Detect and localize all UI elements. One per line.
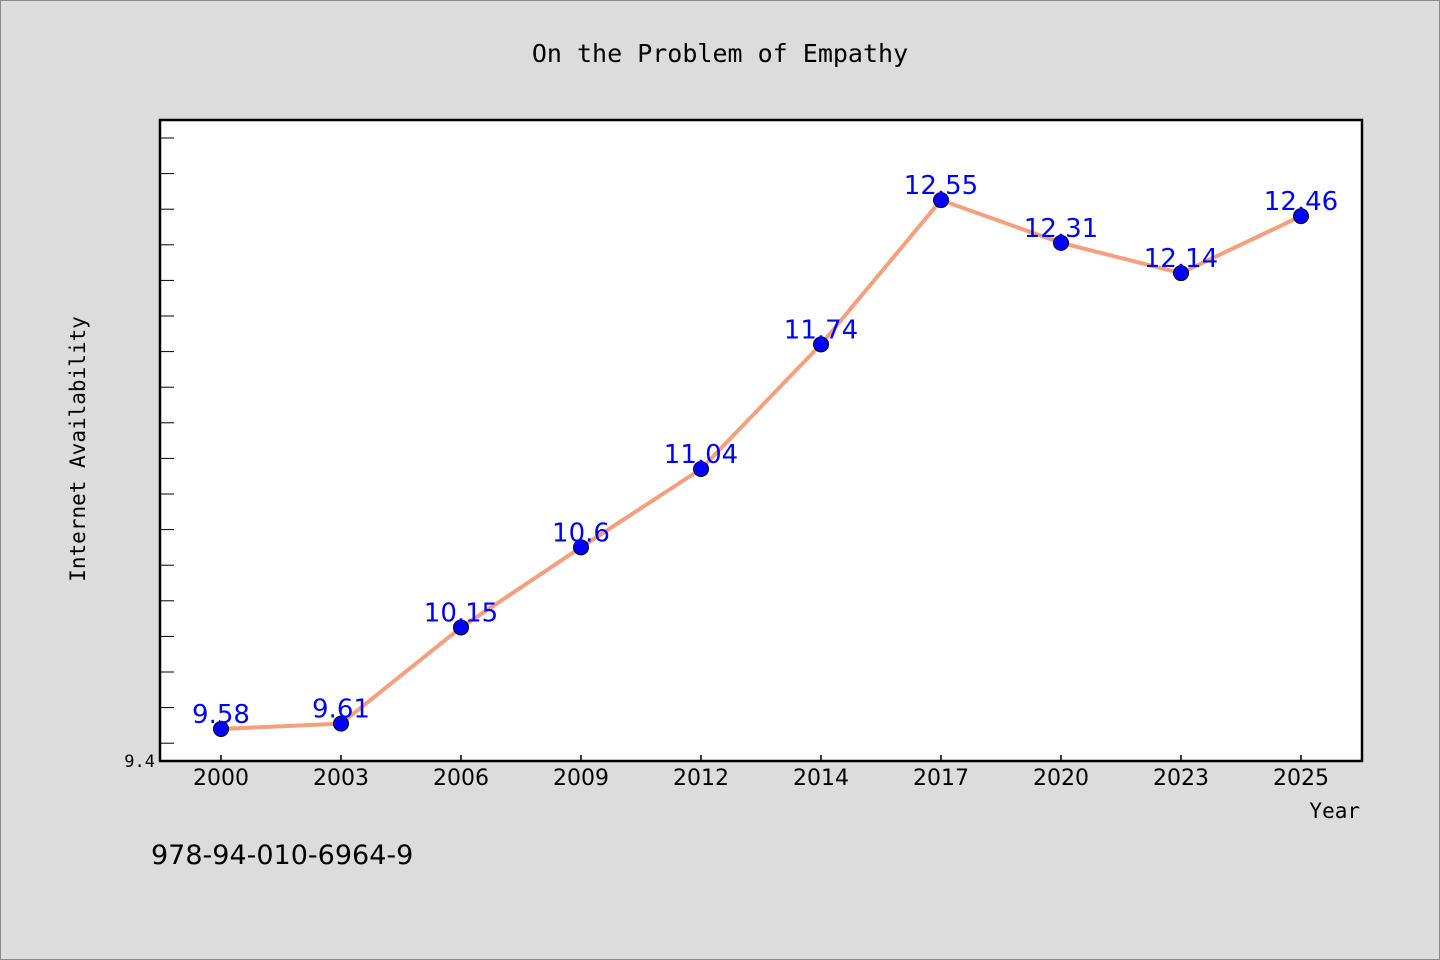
plot-area: [158, 118, 1364, 763]
data-label: 11.04: [664, 440, 738, 470]
x-tick-label: 2020: [1033, 766, 1089, 791]
series-line: [219, 198, 1303, 731]
data-label: 9.61: [312, 695, 370, 725]
x-tick-label: 2003: [313, 766, 369, 791]
x-tick-label: 2006: [433, 766, 489, 791]
data-label: 10.15: [424, 598, 498, 628]
x-axis-ticks: [220, 755, 1302, 761]
data-label: 10.6: [552, 518, 610, 548]
x-tick-label: 2009: [553, 766, 609, 791]
x-tick-label: 2025: [1273, 766, 1329, 791]
data-point: [933, 192, 949, 209]
isbn-text: 978-94-010-6964-9: [151, 840, 413, 871]
data-point: [1053, 234, 1069, 251]
data-point: [453, 619, 469, 636]
y-axis-label: Internet Availability: [66, 316, 90, 582]
x-tick-label: 2017: [913, 766, 969, 791]
data-label: 11.74: [784, 315, 858, 345]
data-point: [573, 539, 589, 556]
data-point: [333, 715, 349, 732]
x-axis-label: Year: [1309, 799, 1360, 823]
data-point: [813, 336, 829, 353]
x-tick-label: 2012: [673, 766, 729, 791]
data-label: 12.31: [1024, 214, 1098, 244]
y-tick-label: 9.4: [124, 752, 155, 772]
x-tick-label: 2014: [793, 766, 849, 791]
x-tick-label: 2023: [1153, 766, 1209, 791]
data-point: [1173, 265, 1189, 282]
data-label: 12.55: [904, 171, 978, 201]
data-point: [213, 720, 229, 737]
x-tick-label: 2000: [193, 766, 249, 791]
y-axis-minor-ticks: [160, 137, 174, 744]
data-point: [1293, 208, 1309, 225]
series-markers: [213, 192, 1309, 737]
data-point: [693, 460, 709, 477]
data-label: 9.58: [192, 700, 250, 730]
chart-title: On the Problem of Empathy: [532, 39, 908, 68]
data-label: 12.46: [1264, 187, 1338, 217]
x-tick-labels: 2000 2003 2006 2009 2012 2014 2017 2020 2023 2025: [193, 766, 1329, 791]
data-label: 12.14: [1144, 244, 1218, 274]
data-labels: 9.58 9.61 10.15 10.6 11.04 11.74 12.55 12.31 12.…: [192, 171, 1338, 730]
